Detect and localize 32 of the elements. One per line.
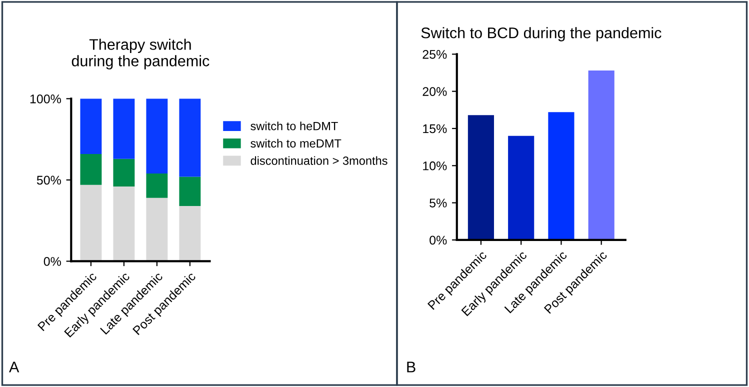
bar xyxy=(548,112,574,240)
chart-title: Switch to BCD during the pandemic xyxy=(421,27,662,42)
y-tick-label: 5% xyxy=(430,198,447,208)
bar xyxy=(80,98,102,154)
bar xyxy=(468,115,494,240)
legend-label: switch to heDMT xyxy=(250,122,338,130)
y-tick-label: 0% xyxy=(44,257,61,266)
bar xyxy=(113,186,135,262)
y-tick-label: 50% xyxy=(36,176,61,185)
y-tick-label: 10% xyxy=(423,161,447,170)
legend-label: discontinuation > 3months xyxy=(250,156,388,165)
bar xyxy=(179,98,201,177)
bar xyxy=(179,176,201,206)
bar xyxy=(80,154,102,185)
text: A xyxy=(9,362,20,372)
legend-label: switch to meDMT xyxy=(250,138,342,148)
y-tick-label: 25% xyxy=(422,50,447,59)
bar xyxy=(146,98,168,174)
text: B xyxy=(407,362,416,372)
bar xyxy=(113,98,135,159)
y-tick-label: 20% xyxy=(422,87,447,96)
bar xyxy=(80,184,102,262)
y-tick-label: 15% xyxy=(423,124,447,134)
bar xyxy=(146,198,168,262)
bar xyxy=(588,70,614,240)
y-tick-label: 0% xyxy=(430,236,447,245)
chart-title: Therapy switch during the pandemic xyxy=(72,38,210,70)
y-tick-label: 100% xyxy=(30,94,61,104)
bar xyxy=(146,173,168,198)
bar xyxy=(113,158,135,186)
bar xyxy=(508,136,534,240)
bar xyxy=(179,206,201,262)
